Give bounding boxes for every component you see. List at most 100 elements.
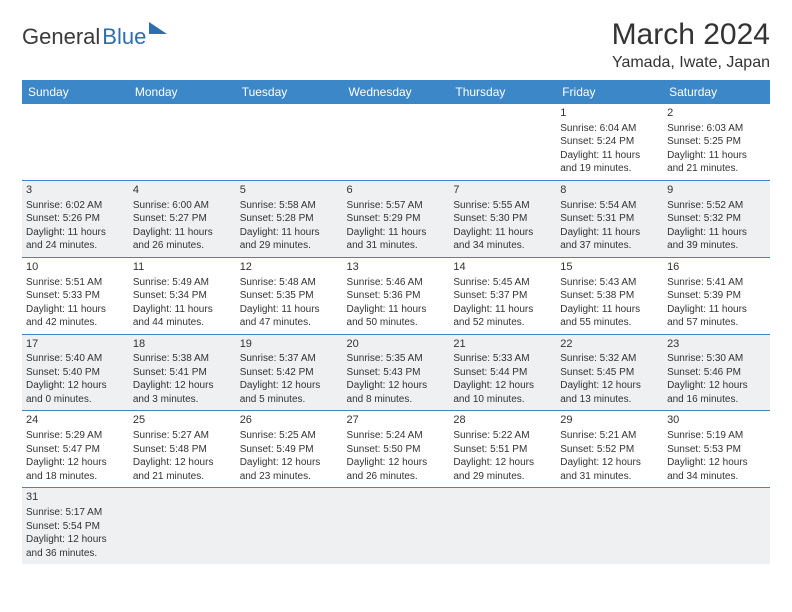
sunset-text: Sunset: 5:42 PM <box>240 366 339 380</box>
title-block: March 2024 Yamada, Iwate, Japan <box>612 18 770 72</box>
daylight-text: Daylight: 11 hours <box>240 226 339 240</box>
day-number: 5 <box>240 183 339 198</box>
sunset-text: Sunset: 5:41 PM <box>133 366 232 380</box>
calendar-cell: 12Sunrise: 5:48 AMSunset: 5:35 PMDayligh… <box>236 257 343 334</box>
daylight-text: and 21 minutes. <box>133 470 232 484</box>
sunrise-text: Sunrise: 6:04 AM <box>560 122 659 136</box>
sunset-text: Sunset: 5:52 PM <box>560 443 659 457</box>
sunrise-text: Sunrise: 5:46 AM <box>347 276 446 290</box>
sunset-text: Sunset: 5:24 PM <box>560 135 659 149</box>
day-number: 19 <box>240 337 339 352</box>
calendar-week-row: 10Sunrise: 5:51 AMSunset: 5:33 PMDayligh… <box>22 257 770 334</box>
daylight-text: Daylight: 11 hours <box>667 226 766 240</box>
calendar-cell: 11Sunrise: 5:49 AMSunset: 5:34 PMDayligh… <box>129 257 236 334</box>
daylight-text: and 24 minutes. <box>26 239 125 253</box>
sunset-text: Sunset: 5:46 PM <box>667 366 766 380</box>
calendar-week-row: 1Sunrise: 6:04 AMSunset: 5:24 PMDaylight… <box>22 104 770 180</box>
daylight-text: and 26 minutes. <box>347 470 446 484</box>
day-number: 11 <box>133 260 232 275</box>
sunrise-text: Sunrise: 5:41 AM <box>667 276 766 290</box>
calendar-week-row: 31Sunrise: 5:17 AMSunset: 5:54 PMDayligh… <box>22 488 770 564</box>
daylight-text: and 13 minutes. <box>560 393 659 407</box>
daylight-text: and 34 minutes. <box>667 470 766 484</box>
calendar-cell <box>449 104 556 180</box>
logo-text-general: General <box>22 24 100 50</box>
calendar-week-row: 3Sunrise: 6:02 AMSunset: 5:26 PMDaylight… <box>22 180 770 257</box>
sunrise-text: Sunrise: 5:25 AM <box>240 429 339 443</box>
calendar-week-row: 24Sunrise: 5:29 AMSunset: 5:47 PMDayligh… <box>22 411 770 488</box>
calendar-cell: 1Sunrise: 6:04 AMSunset: 5:24 PMDaylight… <box>556 104 663 180</box>
daylight-text: and 34 minutes. <box>453 239 552 253</box>
sunrise-text: Sunrise: 5:37 AM <box>240 352 339 366</box>
sunset-text: Sunset: 5:28 PM <box>240 212 339 226</box>
sunrise-text: Sunrise: 5:24 AM <box>347 429 446 443</box>
sunset-text: Sunset: 5:34 PM <box>133 289 232 303</box>
daylight-text: Daylight: 11 hours <box>560 303 659 317</box>
sunrise-text: Sunrise: 5:48 AM <box>240 276 339 290</box>
daylight-text: Daylight: 12 hours <box>133 456 232 470</box>
daylight-text: Daylight: 12 hours <box>133 379 232 393</box>
sunset-text: Sunset: 5:32 PM <box>667 212 766 226</box>
calendar-cell: 25Sunrise: 5:27 AMSunset: 5:48 PMDayligh… <box>129 411 236 488</box>
sunrise-text: Sunrise: 5:29 AM <box>26 429 125 443</box>
sunrise-text: Sunrise: 5:54 AM <box>560 199 659 213</box>
sunset-text: Sunset: 5:25 PM <box>667 135 766 149</box>
daylight-text: and 55 minutes. <box>560 316 659 330</box>
daylight-text: and 39 minutes. <box>667 239 766 253</box>
daylight-text: and 10 minutes. <box>453 393 552 407</box>
calendar-cell <box>129 104 236 180</box>
calendar-cell: 2Sunrise: 6:03 AMSunset: 5:25 PMDaylight… <box>663 104 770 180</box>
calendar-cell <box>663 488 770 564</box>
calendar-cell: 18Sunrise: 5:38 AMSunset: 5:41 PMDayligh… <box>129 334 236 411</box>
calendar-cell <box>343 488 450 564</box>
sunrise-text: Sunrise: 5:19 AM <box>667 429 766 443</box>
calendar-cell: 23Sunrise: 5:30 AMSunset: 5:46 PMDayligh… <box>663 334 770 411</box>
calendar-cell: 10Sunrise: 5:51 AMSunset: 5:33 PMDayligh… <box>22 257 129 334</box>
day-number: 16 <box>667 260 766 275</box>
daylight-text: Daylight: 11 hours <box>26 303 125 317</box>
calendar-cell: 4Sunrise: 6:00 AMSunset: 5:27 PMDaylight… <box>129 180 236 257</box>
day-header: Tuesday <box>236 80 343 104</box>
daylight-text: Daylight: 11 hours <box>133 303 232 317</box>
daylight-text: and 29 minutes. <box>240 239 339 253</box>
calendar-cell <box>236 488 343 564</box>
day-number: 3 <box>26 183 125 198</box>
daylight-text: Daylight: 11 hours <box>26 226 125 240</box>
calendar-cell: 31Sunrise: 5:17 AMSunset: 5:54 PMDayligh… <box>22 488 129 564</box>
daylight-text: and 29 minutes. <box>453 470 552 484</box>
calendar-cell: 20Sunrise: 5:35 AMSunset: 5:43 PMDayligh… <box>343 334 450 411</box>
daylight-text: and 31 minutes. <box>560 470 659 484</box>
sunset-text: Sunset: 5:51 PM <box>453 443 552 457</box>
sunrise-text: Sunrise: 5:57 AM <box>347 199 446 213</box>
calendar-cell <box>236 104 343 180</box>
day-number: 4 <box>133 183 232 198</box>
sunrise-text: Sunrise: 5:45 AM <box>453 276 552 290</box>
day-number: 17 <box>26 337 125 352</box>
day-number: 23 <box>667 337 766 352</box>
sunset-text: Sunset: 5:53 PM <box>667 443 766 457</box>
day-number: 22 <box>560 337 659 352</box>
calendar-week-row: 17Sunrise: 5:40 AMSunset: 5:40 PMDayligh… <box>22 334 770 411</box>
sunset-text: Sunset: 5:35 PM <box>240 289 339 303</box>
day-header: Monday <box>129 80 236 104</box>
daylight-text: and 42 minutes. <box>26 316 125 330</box>
sunrise-text: Sunrise: 5:40 AM <box>26 352 125 366</box>
day-number: 14 <box>453 260 552 275</box>
sunrise-text: Sunrise: 5:17 AM <box>26 506 125 520</box>
calendar-cell <box>22 104 129 180</box>
daylight-text: and 36 minutes. <box>26 547 125 561</box>
daylight-text: and 8 minutes. <box>347 393 446 407</box>
daylight-text: Daylight: 11 hours <box>240 303 339 317</box>
sunset-text: Sunset: 5:45 PM <box>560 366 659 380</box>
daylight-text: Daylight: 11 hours <box>133 226 232 240</box>
logo: General Blue <box>22 24 167 50</box>
daylight-text: Daylight: 12 hours <box>26 456 125 470</box>
daylight-text: Daylight: 12 hours <box>240 456 339 470</box>
daylight-text: Daylight: 11 hours <box>453 226 552 240</box>
day-number: 9 <box>667 183 766 198</box>
calendar-cell: 30Sunrise: 5:19 AMSunset: 5:53 PMDayligh… <box>663 411 770 488</box>
sunset-text: Sunset: 5:29 PM <box>347 212 446 226</box>
calendar-cell: 14Sunrise: 5:45 AMSunset: 5:37 PMDayligh… <box>449 257 556 334</box>
daylight-text: Daylight: 12 hours <box>453 379 552 393</box>
logo-text-blue: Blue <box>102 24 146 50</box>
